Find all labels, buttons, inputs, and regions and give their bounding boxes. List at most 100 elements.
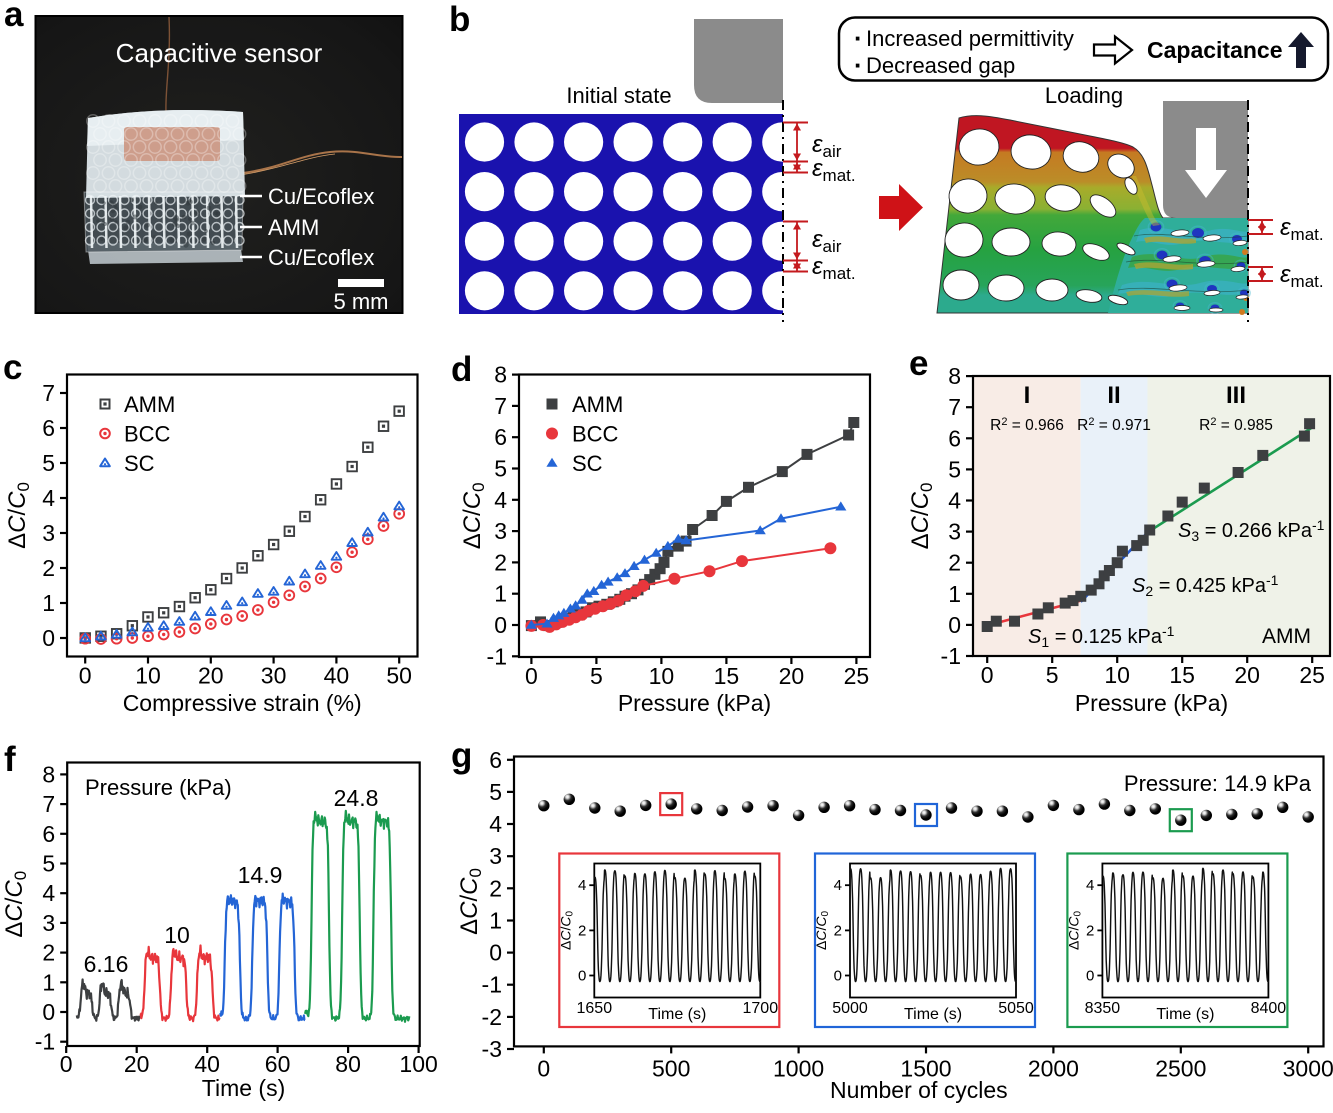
svg-text:8: 8 — [494, 362, 507, 388]
svg-text:4: 4 — [42, 485, 55, 511]
svg-text:f: f — [4, 740, 16, 779]
svg-text:2: 2 — [489, 875, 502, 901]
svg-text:Capacitive sensor: Capacitive sensor — [116, 38, 323, 68]
svg-text:Increased permittivity: Increased permittivity — [866, 26, 1074, 51]
svg-text:0: 0 — [537, 1055, 550, 1081]
svg-text:10: 10 — [135, 663, 161, 689]
svg-text:3: 3 — [42, 910, 55, 936]
svg-text:3: 3 — [948, 519, 961, 545]
svg-text:d: d — [451, 350, 472, 389]
svg-text:0: 0 — [42, 625, 55, 651]
svg-text:6: 6 — [494, 424, 507, 450]
svg-text:AMM: AMM — [124, 392, 175, 417]
svg-text:·: · — [854, 23, 863, 53]
svg-text:I: I — [1024, 382, 1031, 409]
svg-text:8400: 8400 — [1251, 1000, 1287, 1017]
svg-text:Pressure: 14.9 kPa: Pressure: 14.9 kPa — [1124, 771, 1312, 796]
svg-text:-1: -1 — [941, 643, 961, 669]
svg-text:7: 7 — [42, 791, 55, 817]
svg-text:50: 50 — [386, 663, 412, 689]
svg-text:R2 = 0.971: R2 = 0.971 — [1077, 416, 1151, 434]
svg-text:2500: 2500 — [1155, 1055, 1206, 1081]
svg-text:24.8: 24.8 — [334, 785, 379, 811]
svg-text:-1: -1 — [487, 643, 507, 669]
svg-text:ΔC/C0: ΔC/C0 — [813, 911, 831, 951]
svg-text:10: 10 — [164, 922, 190, 948]
svg-text:3: 3 — [42, 520, 55, 546]
svg-text:15: 15 — [1169, 662, 1195, 688]
svg-text:ΔC/C0: ΔC/C0 — [459, 482, 488, 549]
svg-text:6: 6 — [948, 425, 961, 451]
svg-text:Decreased gap: Decreased gap — [866, 53, 1015, 78]
svg-text:R2 = 0.966: R2 = 0.966 — [990, 416, 1064, 434]
svg-text:2: 2 — [834, 922, 842, 939]
svg-text:III: III — [1226, 382, 1246, 409]
svg-text:Initial state: Initial state — [566, 83, 671, 108]
svg-text:5: 5 — [489, 779, 502, 805]
svg-text:BCC: BCC — [572, 422, 619, 447]
svg-text:3: 3 — [489, 843, 502, 869]
svg-text:-1: -1 — [482, 972, 502, 998]
svg-text:2: 2 — [42, 940, 55, 966]
svg-text:SC: SC — [572, 451, 603, 476]
svg-text:Pressure (kPa): Pressure (kPa) — [618, 690, 771, 716]
svg-text:5: 5 — [1046, 662, 1059, 688]
svg-text:5050: 5050 — [998, 1000, 1034, 1017]
svg-text:8: 8 — [42, 761, 55, 787]
svg-text:II: II — [1107, 382, 1120, 409]
svg-text:7: 7 — [948, 394, 961, 420]
svg-text:6: 6 — [42, 821, 55, 847]
svg-text:Pressure (kPa): Pressure (kPa) — [1075, 690, 1228, 716]
svg-text:25: 25 — [1299, 662, 1325, 688]
svg-text:10: 10 — [1104, 662, 1130, 688]
svg-text:15: 15 — [714, 663, 740, 689]
svg-text:10: 10 — [649, 663, 675, 689]
svg-text:20: 20 — [779, 663, 805, 689]
svg-text:20: 20 — [1234, 662, 1260, 688]
svg-text:-1: -1 — [35, 1029, 55, 1055]
svg-text:0: 0 — [981, 662, 994, 688]
svg-text:ΔC/C0: ΔC/C0 — [4, 482, 33, 549]
svg-text:2: 2 — [1086, 922, 1094, 939]
svg-text:AMM: AMM — [572, 392, 623, 417]
svg-text:BCC: BCC — [124, 422, 171, 447]
svg-text:2: 2 — [948, 550, 961, 576]
svg-text:20: 20 — [124, 1051, 150, 1077]
svg-text:2000: 2000 — [1028, 1055, 1079, 1081]
svg-text:4: 4 — [494, 487, 507, 513]
svg-text:Capacitance: Capacitance — [1147, 37, 1283, 63]
svg-text:0: 0 — [42, 999, 55, 1025]
svg-text:4: 4 — [578, 877, 586, 894]
svg-text:Time (s): Time (s) — [202, 1075, 285, 1101]
svg-text:0: 0 — [525, 663, 538, 689]
svg-text:1000: 1000 — [773, 1055, 824, 1081]
svg-text:b: b — [449, 0, 470, 39]
svg-text:c: c — [3, 348, 22, 387]
svg-text:2: 2 — [494, 549, 507, 575]
svg-text:S3 = 0.266 kPa-1: S3 = 0.266 kPa-1 — [1178, 517, 1325, 544]
svg-text:-3: -3 — [482, 1036, 502, 1062]
svg-text:ΔC/C0: ΔC/C0 — [557, 911, 575, 951]
svg-text:25: 25 — [844, 663, 870, 689]
svg-text:1: 1 — [948, 581, 961, 607]
svg-text:5: 5 — [42, 450, 55, 476]
svg-text:Number of cycles: Number of cycles — [830, 1077, 1008, 1103]
svg-text:60: 60 — [265, 1051, 291, 1077]
svg-text:0: 0 — [1086, 968, 1094, 985]
svg-text:AMM: AMM — [1262, 625, 1311, 648]
svg-text:g: g — [451, 736, 472, 775]
svg-text:20: 20 — [198, 663, 224, 689]
svg-text:e: e — [909, 344, 928, 383]
svg-text:4: 4 — [834, 877, 842, 894]
svg-text:ΔC/C0: ΔC/C0 — [1065, 911, 1083, 951]
svg-text:Cu/Ecoflex: Cu/Ecoflex — [268, 245, 374, 270]
svg-text:3000: 3000 — [1283, 1055, 1333, 1081]
svg-text:Compressive strain (%): Compressive strain (%) — [123, 690, 362, 716]
svg-text:R2 = 0.985: R2 = 0.985 — [1199, 416, 1273, 434]
svg-text:14.9: 14.9 — [238, 862, 283, 888]
svg-text:5000: 5000 — [832, 1000, 868, 1017]
svg-text:0: 0 — [60, 1051, 73, 1077]
svg-text:0: 0 — [834, 968, 842, 985]
svg-text:5: 5 — [494, 456, 507, 482]
svg-text:Time (s): Time (s) — [904, 1006, 962, 1023]
